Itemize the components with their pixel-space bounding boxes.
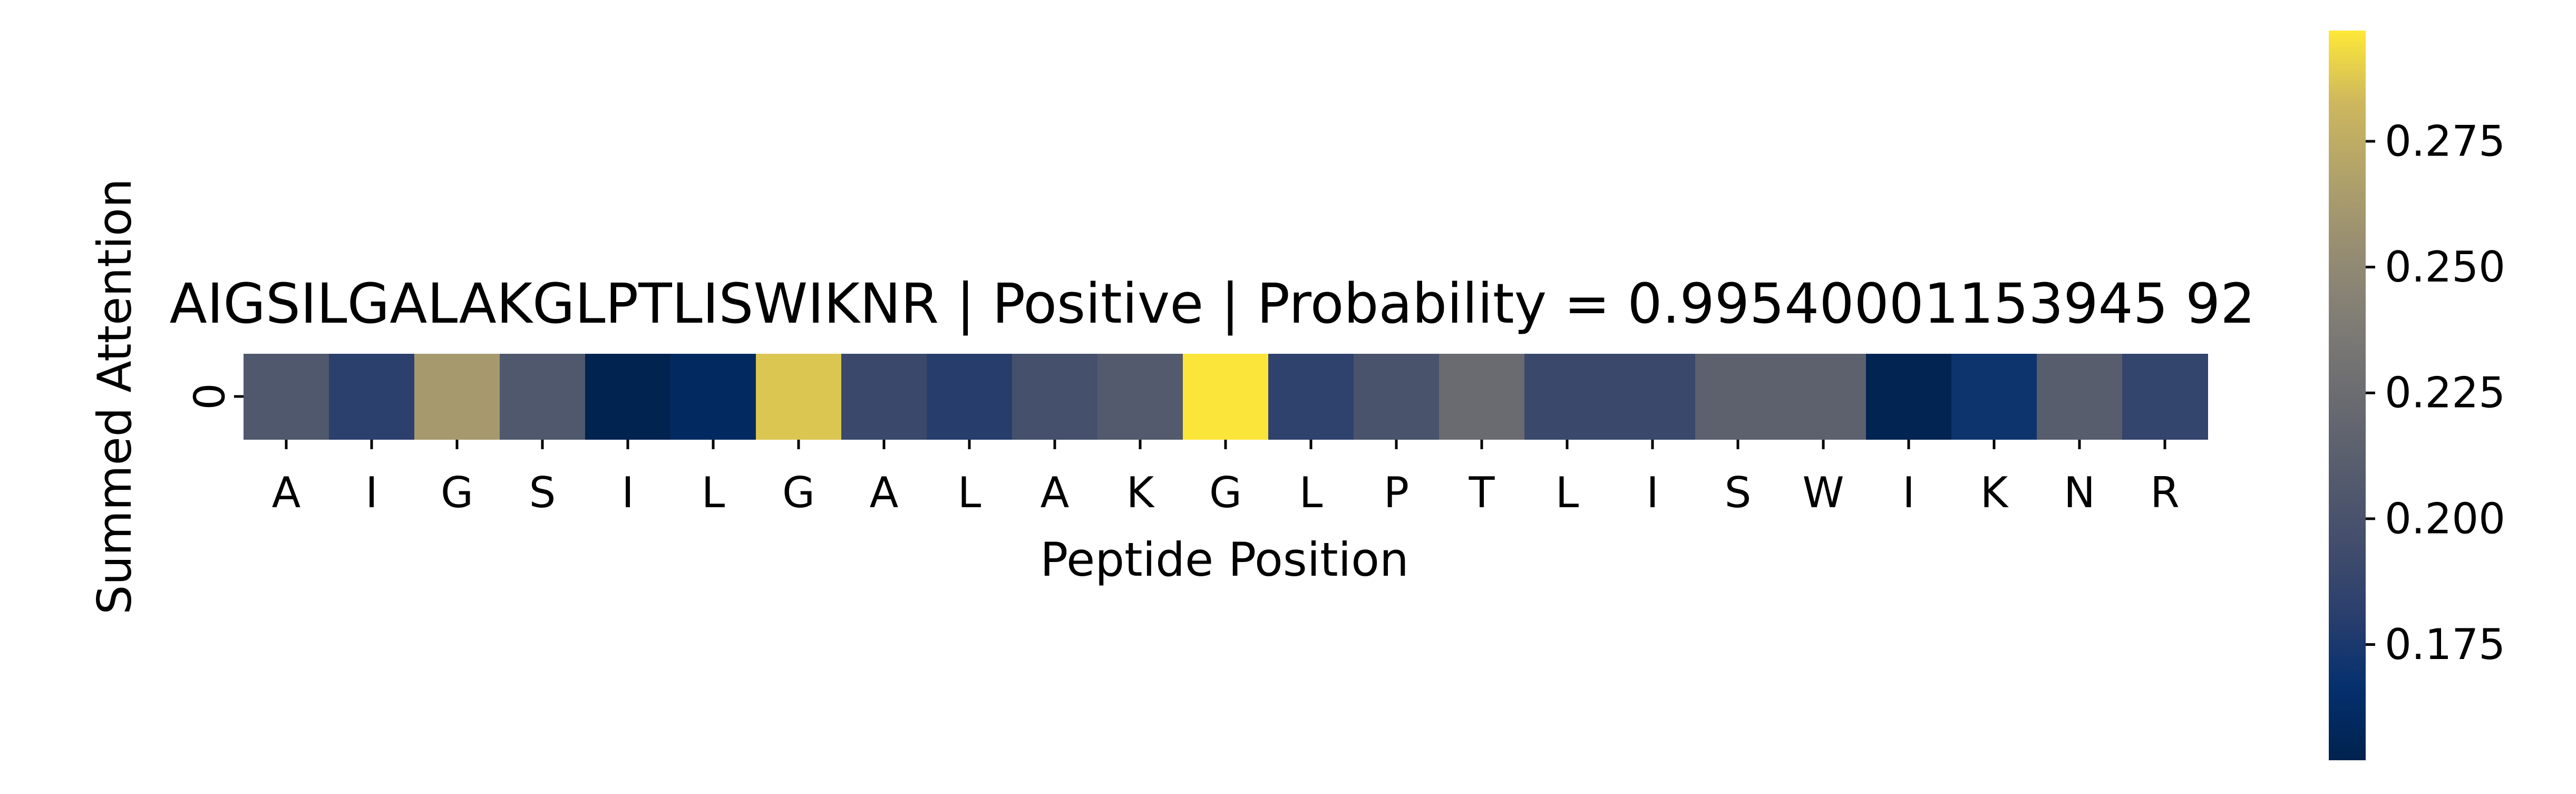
heatmap-cell bbox=[414, 354, 500, 440]
heatmap-cell bbox=[244, 354, 329, 440]
heatmap-cell bbox=[2122, 354, 2208, 440]
x-tick-label: L bbox=[958, 468, 981, 517]
heatmap-cell bbox=[1524, 354, 1610, 440]
heatmap-cell bbox=[1781, 354, 1867, 440]
x-tick-label: L bbox=[1299, 468, 1323, 517]
x-tick-label: G bbox=[782, 468, 815, 517]
heatmap-cell bbox=[1439, 354, 1525, 440]
y-axis-label: Summed Attention bbox=[88, 178, 142, 614]
heatmap-cell bbox=[1866, 354, 1952, 440]
heatmap-cell bbox=[500, 354, 586, 440]
heatmap-cell bbox=[1012, 354, 1098, 440]
heatmap-cell bbox=[1097, 354, 1183, 440]
colorbar-tick-label: 0.200 bbox=[2385, 494, 2505, 543]
x-tick-label: G bbox=[1209, 468, 1242, 517]
heatmap-cell bbox=[670, 354, 756, 440]
heatmap-cell bbox=[756, 354, 842, 440]
x-tick-label: I bbox=[365, 468, 378, 517]
heatmap-cells bbox=[244, 354, 2208, 440]
x-tick-label: A bbox=[870, 468, 899, 517]
x-axis-label: Peptide Position bbox=[1040, 532, 1409, 587]
x-tick-label: A bbox=[272, 468, 301, 517]
x-tick-label: I bbox=[1902, 468, 1915, 517]
heatmap-cell bbox=[1268, 354, 1354, 440]
x-tick-label: S bbox=[529, 468, 556, 517]
x-tick-label: T bbox=[1469, 468, 1495, 517]
colorbar-tick-label: 0.275 bbox=[2385, 117, 2505, 166]
heatmap-cell bbox=[1610, 354, 1696, 440]
x-tick-marks bbox=[285, 440, 2166, 449]
x-tick-label: N bbox=[2064, 468, 2095, 517]
x-tick-label: I bbox=[1646, 468, 1659, 517]
heatmap-cell bbox=[585, 354, 671, 440]
colorbar-ticks: 0.175 0.200 0.225 0.250 0.275 bbox=[2366, 117, 2505, 669]
x-tick-label: K bbox=[1126, 468, 1155, 517]
heatmap-cell bbox=[2037, 354, 2123, 440]
heatmap-cell bbox=[1951, 354, 2037, 440]
heatmap-cell bbox=[1183, 354, 1269, 440]
colorbar-tick-label: 0.225 bbox=[2385, 369, 2505, 418]
chart-title: AIGSILGALAKGLPTLISWIKNR | Positive | Pro… bbox=[170, 272, 2256, 336]
x-tick-label: R bbox=[2150, 468, 2180, 517]
x-tick-label: L bbox=[1556, 468, 1579, 517]
x-tick-label: G bbox=[441, 468, 473, 517]
colorbar bbox=[2329, 31, 2366, 760]
x-tick-label: I bbox=[621, 468, 634, 517]
heatmap-cell bbox=[1695, 354, 1781, 440]
heatmap-cell bbox=[329, 354, 415, 440]
x-tick-label: A bbox=[1041, 468, 1070, 517]
heatmap-cell bbox=[1354, 354, 1440, 440]
x-tick-label: L bbox=[702, 468, 725, 517]
x-tick-label: W bbox=[1802, 468, 1844, 517]
colorbar-tick-label: 0.175 bbox=[2385, 620, 2505, 669]
colorbar-tick-label: 0.250 bbox=[2385, 243, 2505, 292]
x-tick-label: K bbox=[1980, 468, 2009, 517]
heatmap-cell bbox=[841, 354, 927, 440]
heatmap-cell bbox=[927, 354, 1013, 440]
y-tick-label: 0 bbox=[186, 383, 235, 410]
x-tick-label: P bbox=[1384, 468, 1409, 517]
x-tick-label: S bbox=[1725, 468, 1752, 517]
